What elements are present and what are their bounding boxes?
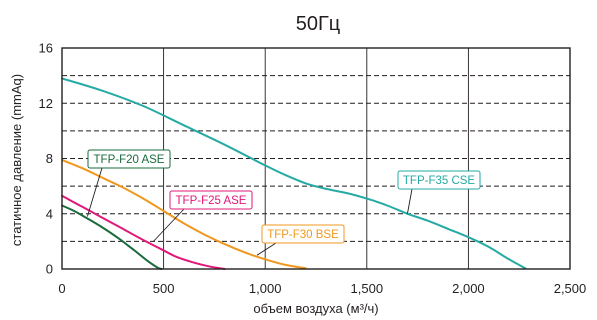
x-tick-label: 0 [58,281,65,296]
callout-box [169,190,253,210]
callout-box [87,149,171,169]
x-tick-label: 1,000 [249,281,282,296]
x-tick-label: 1,500 [351,281,384,296]
callout-leader [406,188,413,214]
callout-tfp-f30-bse: TFP-F30 BSE [256,224,345,256]
series-label: TFP-F30 BSE [267,229,339,241]
callout-tfp-f35-cse: TFP-F35 CSE [397,170,481,214]
series-line-tfp-f30-bse [61,158,307,270]
x-tick-label: 500 [153,281,175,296]
callout-leader [153,208,185,242]
series-label: TFP-F35 CSE [403,175,476,187]
callout-box [397,170,481,190]
callout-tfp-f25-ase: TFP-F25 ASE [153,190,253,242]
series-label: TFP-F20 ASE [94,154,165,166]
chart-title: 50Гц [296,13,341,35]
callout-leader [256,242,277,256]
y-tick-label: 12 [39,96,53,111]
y-tick-label: 4 [46,206,53,221]
y-axis-label: статичное давление (mmAq) [9,74,24,246]
x-tick-label: 2,500 [554,281,587,296]
y-tick-label: 16 [39,41,53,56]
series-line-tfp-f35-cse [61,77,527,270]
callout-tfp-f20-ase: TFP-F20 ASE [86,149,171,217]
y-tick-label: 8 [46,151,53,166]
y-tick-label: 0 [46,262,53,277]
plot-frame [61,47,571,270]
y-axis-ticks: 0 4 8 12 16 [39,41,53,277]
series-line-tfp-f25-ase [61,194,226,270]
x-axis-ticks: 0 500 1,000 1,500 2,000 2,500 [58,281,586,296]
series-label: TFP-F25 ASE [176,195,247,207]
callout-leader [86,167,103,217]
x-axis-label: объем воздуха (м³/ч) [253,301,378,316]
callout-box [261,224,345,244]
series-callouts: TFP-F20 ASE TFP-F25 ASE TFP-F30 BSE TFP-F35… [86,149,481,256]
series-lines [61,77,527,270]
x-tick-label: 2,000 [452,281,485,296]
series-line-tfp-f20-ase [61,204,163,270]
